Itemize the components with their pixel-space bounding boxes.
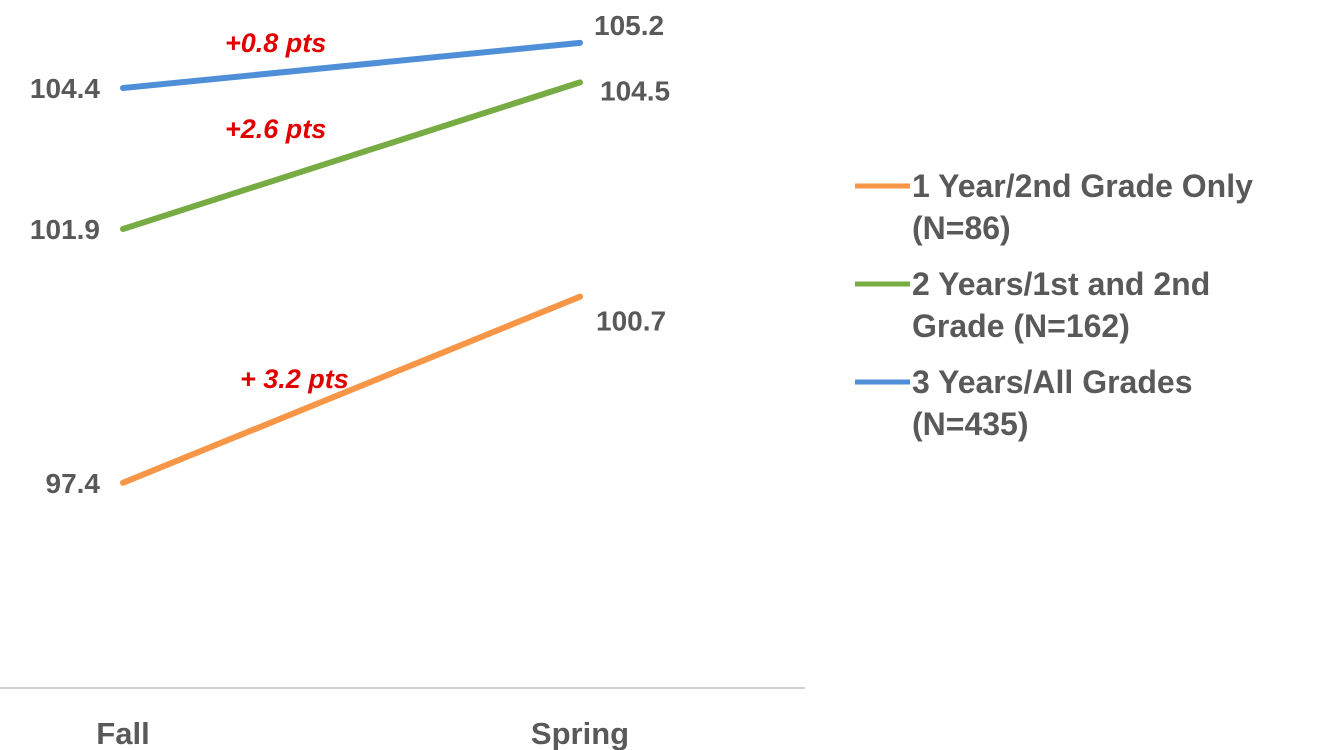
data-label-fall-2: 101.9 xyxy=(30,214,100,245)
x-tick-labels: Fall Spring xyxy=(96,716,629,750)
data-label-spring-3: 105.2 xyxy=(594,10,664,41)
x-tick-label-fall: Fall xyxy=(96,716,149,750)
change-annotation-3: + 3.2 pts xyxy=(240,364,349,394)
legend: 1 Year/2nd Grade Only (N=86) 2 Years/1st a… xyxy=(855,168,1253,442)
data-label-spring-1: 100.7 xyxy=(596,306,666,337)
change-annotation-1: +0.8 pts xyxy=(225,28,326,58)
series-line-3 xyxy=(120,39,583,91)
legend-label-3-line-2: (N=435) xyxy=(912,406,1029,442)
series-line-2 xyxy=(120,79,583,232)
annotations: +0.8 pts +2.6 pts + 3.2 pts xyxy=(225,28,349,394)
data-label-fall-3: 104.4 xyxy=(30,73,100,104)
data-label-spring-2: 104.5 xyxy=(600,75,670,106)
data-labels: 97.4 100.7 101.9 104.5 104.4 105.2 xyxy=(30,10,670,499)
series-line-1 xyxy=(120,293,583,486)
legend-label-2-line-1: 2 Years/1st and 2nd xyxy=(912,266,1210,302)
data-label-fall-1: 97.4 xyxy=(46,468,101,499)
x-tick-label-spring: Spring xyxy=(531,716,629,750)
legend-label-2-line-2: Grade (N=162) xyxy=(912,308,1130,344)
legend-label-3-line-1: 3 Years/All Grades xyxy=(912,364,1192,400)
series-lines xyxy=(120,39,583,486)
legend-label-1-line-2: (N=86) xyxy=(912,210,1011,246)
legend-label-1-line-1: 1 Year/2nd Grade Only xyxy=(912,168,1253,204)
change-annotation-2: +2.6 pts xyxy=(225,114,326,144)
